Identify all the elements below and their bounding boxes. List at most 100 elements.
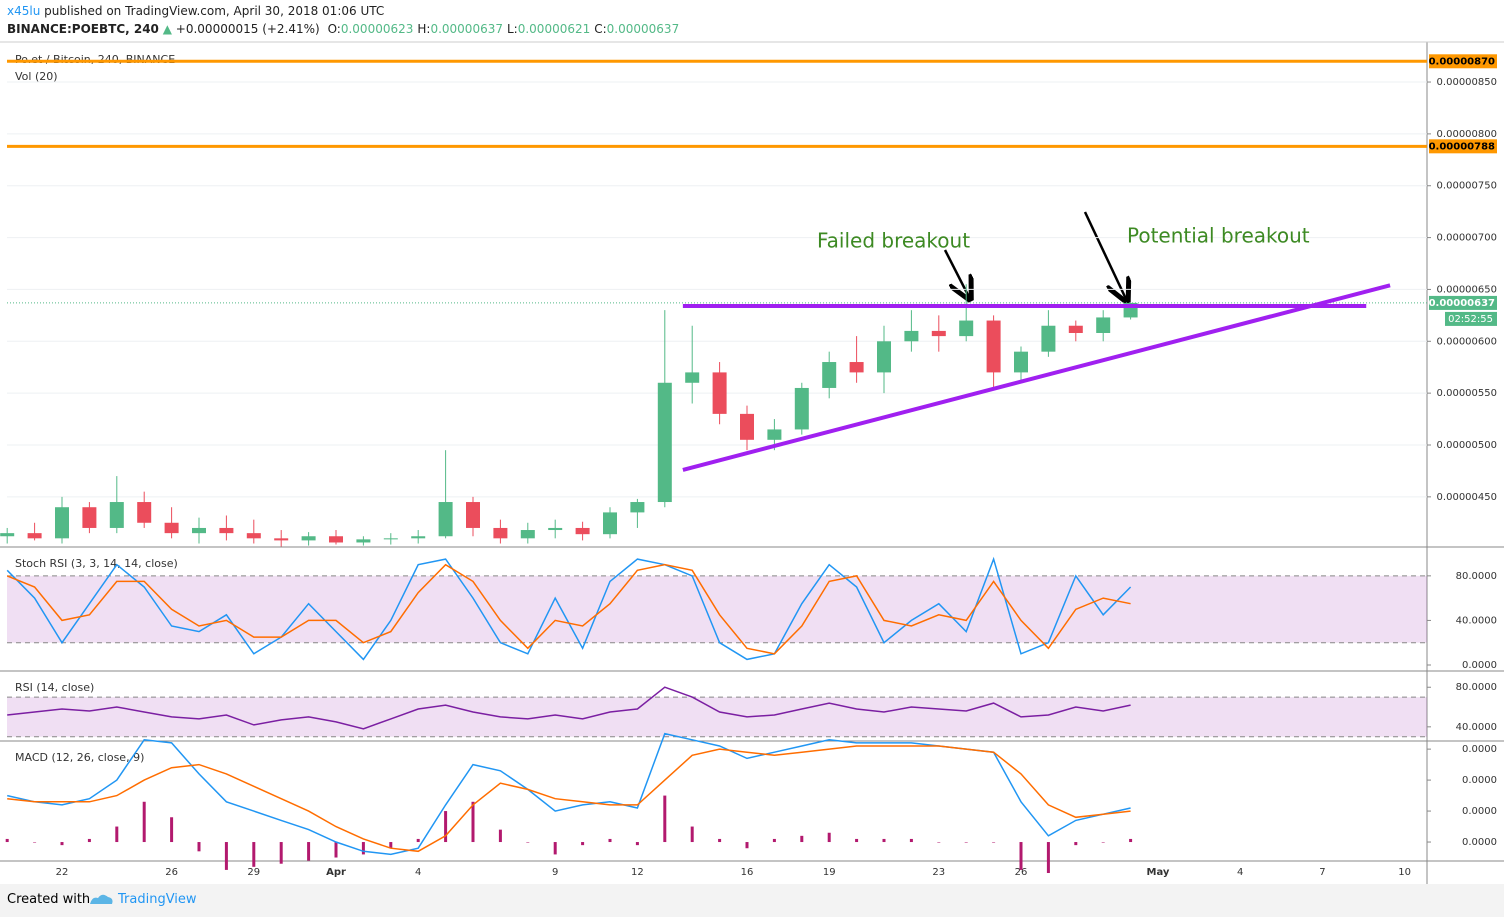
histogram-bar [690,826,694,843]
arrow [1083,211,1126,299]
histogram-bar [224,842,228,870]
panel-subtitle: Vol (20) [15,70,58,83]
y-tick-label: 0.00000700 [1437,233,1497,244]
candle-body [740,413,754,440]
y-tick-label: 80.0000 [1456,571,1497,582]
candle-body [411,536,426,539]
candle-body [849,362,864,373]
ohlc-label: C: [594,22,607,36]
histogram-bar [416,838,420,843]
candle-body [0,533,15,537]
histogram-bar [581,842,585,846]
candle-body [1096,317,1111,333]
ohlc-value: 0.00000623 [340,22,414,36]
histogram-bar [389,842,393,849]
histogram-bar [5,838,9,843]
histogram-bar [827,832,831,843]
histogram-bar [1074,842,1078,846]
histogram-bar [718,838,722,843]
panel-title: MACD (12, 26, close, 9) [15,751,144,764]
y-tick-label: 0.00000450 [1437,492,1497,503]
panel-title: Po.et / Bitcoin, 240, BINANCE [15,53,175,66]
candle-body [246,533,261,539]
candle-body [603,512,617,535]
histogram-bar [115,826,119,843]
histogram-bar [307,842,311,861]
series-line [7,686,1131,730]
annotation: Failed breakout [817,229,970,253]
brand[interactable]: TradingView [118,892,197,907]
y-tick-label: 80.0000 [1456,682,1497,693]
up-icon: ▲ [162,22,172,36]
annotation: Potential breakout [1127,224,1310,248]
candle-body [1014,351,1028,373]
published: published on TradingView.com, April 30, … [44,4,385,18]
candle-body [548,527,563,531]
candle-body [219,527,234,534]
x-tick-label: 19 [823,867,836,878]
symbol: BINANCE:POEBTC, 240 [7,22,159,36]
candle-body [466,502,480,528]
y-tick-label: 0.00000600 [1437,336,1497,347]
footer: Created with TradingView [0,884,1504,917]
histogram-bar [444,811,448,843]
ohlc-label: H: [417,22,431,36]
x-tick-label: 29 [247,867,260,878]
x-tick-label: 26 [165,867,178,878]
level-label-box [1429,139,1497,154]
candle-body [356,539,371,543]
publisher[interactable]: x45lu [7,4,41,18]
change: +0.00000015 (+2.41%) [175,22,320,36]
candle-body [630,502,645,513]
histogram-bar [33,842,37,843]
ohlc-label: L: [506,22,518,36]
x-tick-label: 23 [932,867,945,878]
y-tick-label: 0.00000500 [1437,440,1497,451]
y-tick-label: 0.00000750 [1437,181,1497,192]
candle-body [1041,325,1056,352]
y-tick-label: 0.0000 [1462,837,1497,848]
candle-body [192,527,206,534]
band [7,697,1427,737]
candle-body [986,320,1001,373]
candle-body [383,538,398,540]
x-tick-label: Apr [326,867,346,878]
y-tick-label: 0.00000650 [1437,284,1497,295]
histogram-bar [663,795,667,843]
last-price-label: 0.00000637 [1429,298,1495,309]
countdown-box [1445,311,1497,326]
histogram-bar [964,842,968,843]
x-tick-label: 12 [631,867,644,878]
histogram-bar [361,842,365,855]
last-price-box [1429,295,1497,310]
ohlc-value: 0.00000637 [430,22,503,36]
trend-line [682,283,1391,472]
ohlc-value: 0.00000637 [606,22,680,36]
candle-body [438,502,453,537]
ohlc: O:0.00000623 H:0.00000637 L:0.00000621 C:0.… [324,22,680,36]
series-line [6,563,1131,655]
logo [90,894,113,904]
y-tick-label: 40.0000 [1456,722,1497,733]
histogram-bar [772,838,776,843]
histogram-bar [553,842,557,855]
histogram-bar [1101,842,1105,843]
histogram-bar [526,842,530,843]
x-tick-label: 10 [1398,867,1411,878]
candle-body [493,527,508,539]
candle-body [657,382,672,503]
candle-body [55,507,69,539]
histogram-bar [170,817,174,843]
histogram-bar [635,842,639,846]
candle-body [822,362,837,388]
candle-body [877,341,891,373]
histogram-bar [992,842,996,843]
x-tick-label: 22 [56,867,69,878]
histogram-bar [197,842,201,852]
x-tick-label: 9 [552,867,558,878]
candle-body [274,538,289,541]
candle-body [520,530,535,539]
x-tick-label: 26 [1015,867,1028,878]
arrow [943,249,969,297]
